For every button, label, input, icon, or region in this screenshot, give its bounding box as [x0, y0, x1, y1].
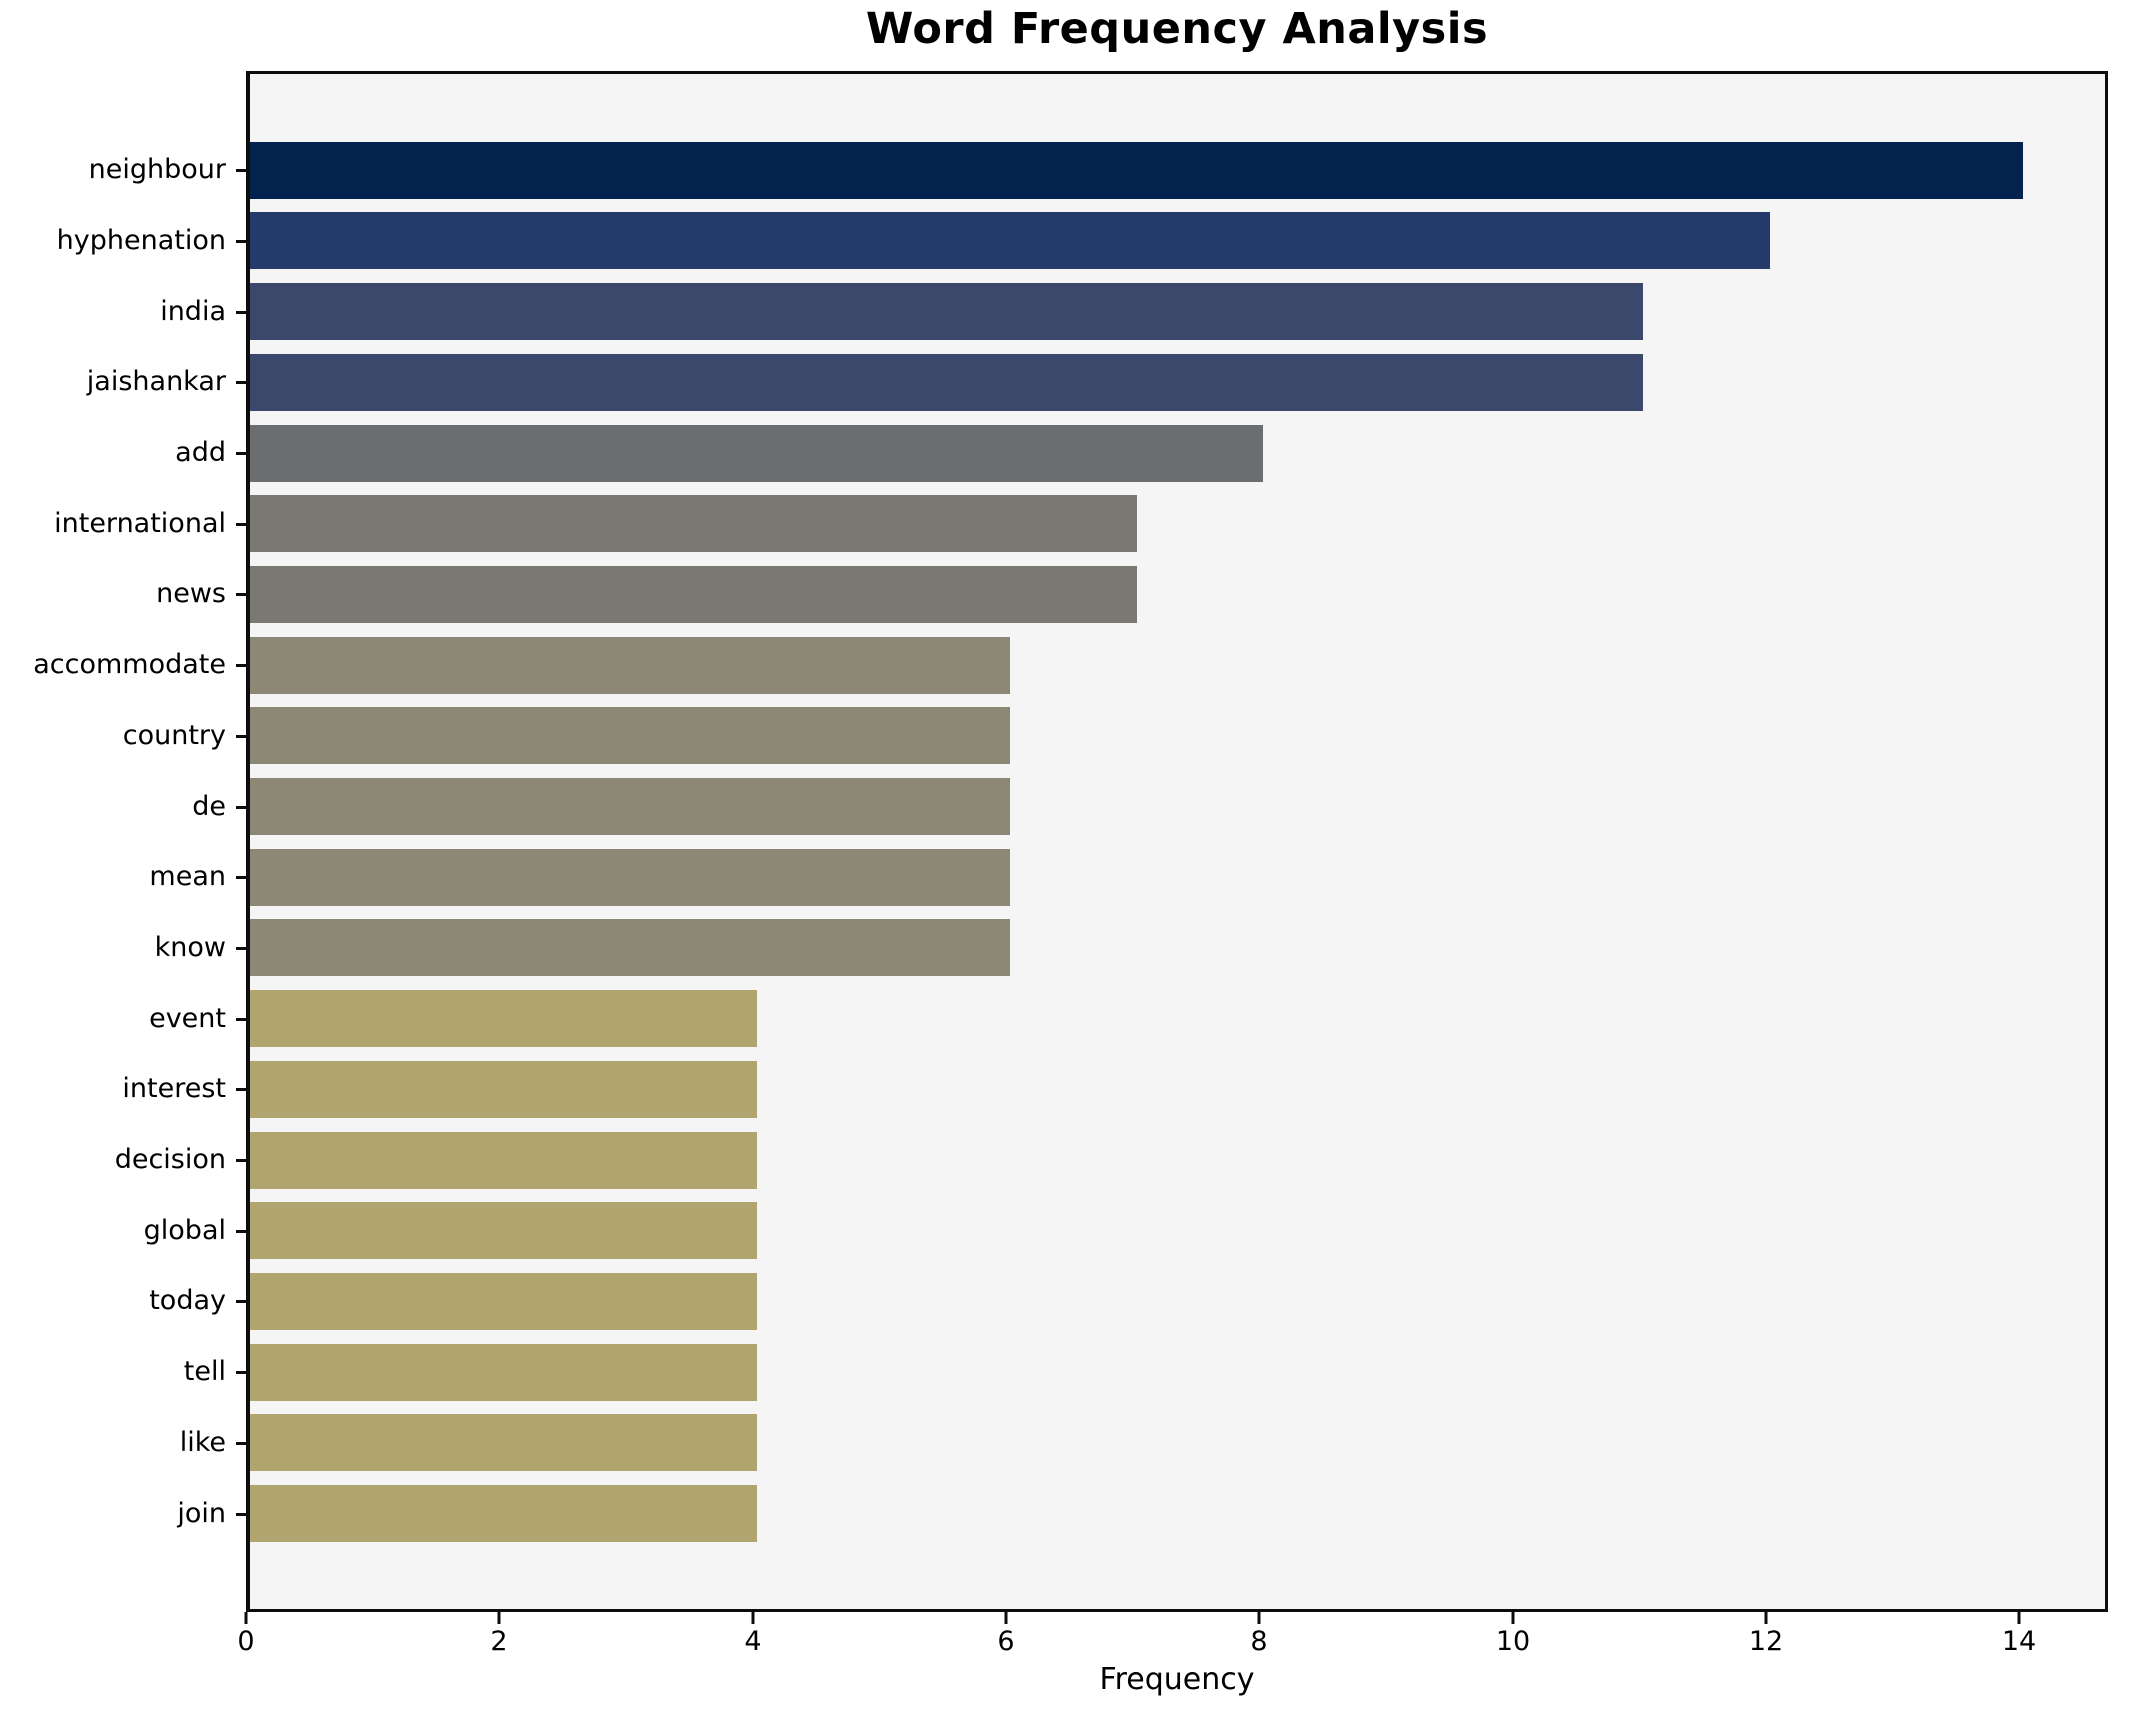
y-tick-mark — [236, 1300, 247, 1303]
y-tick-mark — [236, 593, 247, 596]
y-tick-mark — [236, 947, 247, 950]
bar-country — [250, 707, 1010, 764]
y-tick-label-accommodate: accommodate — [33, 649, 226, 680]
bar-mean — [250, 849, 1010, 906]
y-tick-mark — [236, 1513, 247, 1516]
x-tick-label-4: 4 — [744, 1626, 762, 1657]
x-tick-label-2: 2 — [490, 1626, 508, 1657]
y-tick-label-decision: decision — [114, 1144, 226, 1175]
y-tick-label-news: news — [156, 578, 226, 609]
y-tick-label-interest: interest — [122, 1073, 226, 1104]
y-tick-mark — [236, 664, 247, 667]
bar-add — [250, 425, 1263, 482]
bar-decision — [250, 1132, 757, 1189]
y-tick-label-event: event — [149, 1003, 226, 1034]
bar-accommodate — [250, 637, 1010, 694]
bar-international — [250, 495, 1137, 552]
x-tick-mark — [2017, 1612, 2021, 1624]
bar-hyphenation — [250, 212, 1770, 269]
x-tick-label-12: 12 — [1748, 1626, 1784, 1657]
y-tick-label-know: know — [154, 932, 226, 963]
bar-interest — [250, 1061, 757, 1118]
bar-like — [250, 1414, 757, 1471]
y-tick-label-country: country — [122, 720, 226, 751]
x-tick-mark — [1004, 1612, 1008, 1624]
plot-area — [246, 71, 2108, 1612]
bar-jaishankar — [250, 354, 1643, 411]
y-tick-mark — [236, 1371, 247, 1374]
y-tick-label-like: like — [179, 1427, 226, 1458]
y-tick-mark — [236, 523, 247, 526]
y-tick-mark — [236, 1159, 247, 1162]
y-tick-mark — [236, 381, 247, 384]
y-tick-label-hyphenation: hyphenation — [56, 225, 226, 256]
y-tick-mark — [236, 1088, 247, 1091]
bar-india — [250, 283, 1643, 340]
x-tick-label-14: 14 — [2001, 1626, 2037, 1657]
y-tick-mark — [236, 311, 247, 314]
y-tick-label-join: join — [177, 1498, 226, 1529]
y-tick-label-india: india — [160, 296, 226, 327]
y-tick-mark — [236, 735, 247, 738]
x-tick-mark — [244, 1612, 248, 1624]
x-tick-mark — [1764, 1612, 1768, 1624]
x-tick-label-6: 6 — [997, 1626, 1015, 1657]
y-tick-label-add: add — [175, 437, 226, 468]
x-tick-label-10: 10 — [1495, 1626, 1531, 1657]
y-tick-label-neighbour: neighbour — [88, 154, 226, 185]
bar-tell — [250, 1344, 757, 1401]
y-tick-label-international: international — [54, 508, 226, 539]
x-tick-mark — [1511, 1612, 1515, 1624]
y-tick-label-global: global — [143, 1215, 226, 1246]
bar-know — [250, 919, 1010, 976]
bar-today — [250, 1273, 757, 1330]
y-tick-label-tell: tell — [183, 1356, 226, 1387]
bar-neighbour — [250, 142, 2023, 199]
y-tick-label-today: today — [149, 1285, 226, 1316]
chart-title: Word Frequency Analysis — [865, 4, 1489, 54]
y-tick-mark — [236, 240, 247, 243]
bar-global — [250, 1202, 757, 1259]
bar-join — [250, 1485, 757, 1542]
y-tick-mark — [236, 1442, 247, 1445]
bar-de — [250, 778, 1010, 835]
y-tick-mark — [236, 169, 247, 172]
y-tick-label-mean: mean — [149, 861, 226, 892]
x-axis-title: Frequency — [1099, 1662, 1255, 1697]
bar-event — [250, 990, 757, 1047]
x-tick-mark — [1257, 1612, 1261, 1624]
y-tick-mark — [236, 1018, 247, 1021]
y-tick-mark — [236, 876, 247, 879]
x-tick-mark — [497, 1612, 501, 1624]
y-tick-mark — [236, 452, 247, 455]
bars-layer — [250, 74, 2105, 1609]
x-tick-mark — [751, 1612, 755, 1624]
bar-news — [250, 566, 1137, 623]
y-tick-label-de: de — [192, 791, 226, 822]
x-tick-label-8: 8 — [1250, 1626, 1268, 1657]
y-tick-mark — [236, 806, 247, 809]
x-tick-label-0: 0 — [237, 1626, 255, 1657]
y-tick-label-jaishankar: jaishankar — [86, 366, 226, 397]
y-tick-mark — [236, 1230, 247, 1233]
